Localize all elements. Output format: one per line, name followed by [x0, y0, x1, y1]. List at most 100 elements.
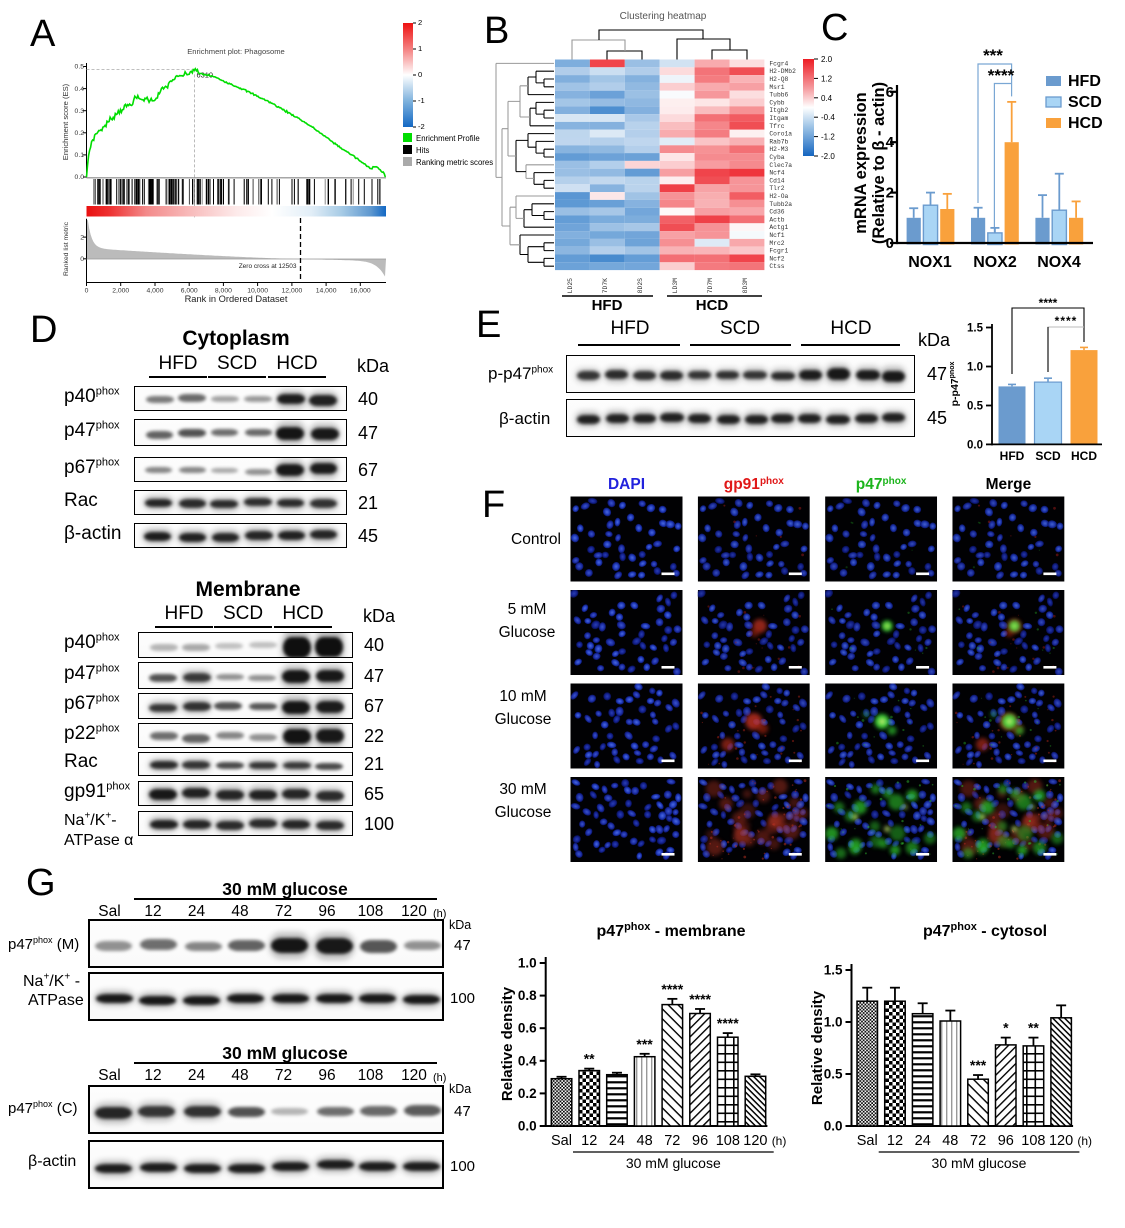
svg-text:0.2: 0.2 [518, 1086, 537, 1101]
svg-text:***: *** [636, 1036, 653, 1052]
svg-text:Ctss: Ctss [769, 263, 784, 270]
svg-text:1.0: 1.0 [518, 956, 537, 971]
svg-text:SCD: SCD [1068, 94, 1102, 111]
svg-text:Cd36: Cd36 [769, 209, 784, 216]
svg-text:16,000: 16,000 [350, 288, 371, 295]
svg-text:H2-Oa: H2-Oa [769, 193, 788, 200]
svg-text:24: 24 [915, 1133, 931, 1149]
svg-text:***: *** [970, 1057, 987, 1073]
svg-text:0.4: 0.4 [75, 86, 85, 93]
svg-text:(h): (h) [1077, 1134, 1092, 1148]
svg-text:p47phox - membrane: p47phox - membrane [597, 921, 746, 940]
svg-text:Relative density: Relative density [499, 986, 516, 1101]
svg-text:Enrichment score (ES): Enrichment score (ES) [61, 83, 70, 160]
svg-text:****: **** [1055, 314, 1078, 328]
svg-text:30 mM glucose: 30 mM glucose [932, 1155, 1027, 1171]
svg-text:p47phox: p47phox [856, 476, 907, 493]
svg-text:12: 12 [887, 1133, 903, 1149]
svg-text:Rank in Ordered Dataset: Rank in Ordered Dataset [185, 294, 288, 304]
svg-text:0: 0 [886, 235, 894, 252]
svg-text:24: 24 [609, 1133, 625, 1149]
svg-text:30 mM glucose: 30 mM glucose [626, 1155, 721, 1171]
svg-text:Ranked list metric: Ranked list metric [63, 221, 70, 276]
svg-text:8,000: 8,000 [215, 288, 232, 295]
svg-text:NOX2: NOX2 [973, 254, 1017, 271]
svg-text:Enrichment plot: Phagosome: Enrichment plot: Phagosome [187, 47, 285, 56]
svg-text:1.5: 1.5 [967, 323, 984, 335]
svg-text:-1: -1 [418, 96, 425, 105]
svg-text:(h): (h) [772, 1134, 787, 1148]
svg-text:10,000: 10,000 [247, 288, 268, 295]
svg-text:0: 0 [80, 256, 84, 263]
svg-text:mRNA expression: mRNA expression [852, 92, 870, 234]
svg-text:Msr1: Msr1 [769, 84, 784, 91]
svg-text:-2.0: -2.0 [821, 152, 835, 161]
svg-text:2,000: 2,000 [112, 288, 129, 295]
svg-text:HFD: HFD [1000, 449, 1025, 463]
svg-text:120: 120 [1049, 1133, 1073, 1149]
svg-text:1: 1 [418, 44, 422, 53]
svg-text:Merge: Merge [986, 476, 1032, 493]
svg-text:0.5: 0.5 [824, 1067, 843, 1082]
svg-text:12,000: 12,000 [282, 288, 303, 295]
svg-text:0.0: 0.0 [824, 1119, 843, 1134]
svg-text:-0.4: -0.4 [821, 113, 835, 122]
svg-text:NOX4: NOX4 [1037, 254, 1081, 271]
svg-text:**: ** [584, 1051, 595, 1067]
svg-text:0.6: 0.6 [518, 1021, 537, 1036]
svg-text:48: 48 [637, 1133, 653, 1149]
svg-text:4,000: 4,000 [146, 288, 163, 295]
svg-text:2: 2 [80, 234, 84, 241]
svg-text:Itgb2: Itgb2 [769, 107, 788, 114]
svg-text:HFD: HFD [1068, 73, 1101, 90]
svg-text:HCD: HCD [1068, 115, 1103, 132]
svg-text:108: 108 [1021, 1133, 1045, 1149]
svg-text:Cyba: Cyba [769, 154, 784, 161]
svg-text:****: **** [717, 1015, 739, 1031]
svg-text:4: 4 [886, 134, 895, 151]
svg-text:8D2S: 8D2S [637, 278, 644, 294]
svg-text:Sal: Sal [857, 1133, 878, 1149]
svg-text:-2: -2 [418, 122, 425, 131]
svg-text:****: **** [988, 66, 1015, 85]
svg-text:0.0: 0.0 [518, 1119, 537, 1134]
svg-text:0.0: 0.0 [75, 174, 85, 181]
svg-text:Tlr2: Tlr2 [769, 185, 784, 192]
svg-text:**: ** [1028, 1020, 1039, 1036]
svg-text:LD25: LD25 [567, 278, 574, 294]
svg-text:2: 2 [418, 18, 422, 27]
svg-text:(Relative to β - actin): (Relative to β - actin) [870, 82, 888, 244]
svg-text:Zero cross at 12503: Zero cross at 12503 [239, 263, 297, 270]
svg-text:1.0: 1.0 [967, 362, 983, 374]
svg-text:Coro1a: Coro1a [769, 131, 792, 138]
svg-text:Ncf2: Ncf2 [769, 255, 784, 262]
svg-text:p47phox - cytosol: p47phox - cytosol [923, 921, 1047, 940]
svg-text:0.8: 0.8 [518, 988, 537, 1003]
svg-text:72: 72 [664, 1133, 680, 1149]
svg-text:14,000: 14,000 [316, 288, 337, 295]
svg-text:0.5: 0.5 [75, 64, 85, 71]
svg-text:H2-DMb2: H2-DMb2 [769, 68, 796, 75]
svg-text:Cybb: Cybb [769, 99, 784, 106]
svg-text:Sal: Sal [551, 1133, 572, 1149]
svg-text:1.2: 1.2 [821, 74, 833, 83]
svg-text:2.0: 2.0 [821, 55, 833, 64]
svg-text:-1.2: -1.2 [821, 133, 835, 142]
svg-text:2: 2 [886, 185, 894, 202]
svg-text:Rab7b: Rab7b [769, 138, 788, 145]
svg-text:7D7M: 7D7M [707, 278, 714, 294]
svg-text:0: 0 [85, 288, 89, 295]
svg-text:Cd14: Cd14 [769, 177, 784, 184]
svg-text:Ncf4: Ncf4 [769, 170, 784, 177]
svg-text:HCD: HCD [696, 297, 729, 314]
svg-text:Hits: Hits [416, 146, 430, 155]
svg-text:***: *** [983, 46, 1003, 65]
svg-text:Itgam: Itgam [769, 115, 788, 122]
svg-text:NOX1: NOX1 [908, 254, 952, 271]
svg-text:LD3M: LD3M [672, 278, 679, 294]
svg-text:6: 6 [886, 84, 894, 101]
svg-text:*: * [1003, 1020, 1009, 1036]
svg-text:H2-Q8: H2-Q8 [769, 76, 788, 83]
svg-text:1.5: 1.5 [824, 963, 843, 978]
svg-text:****: **** [689, 991, 711, 1007]
